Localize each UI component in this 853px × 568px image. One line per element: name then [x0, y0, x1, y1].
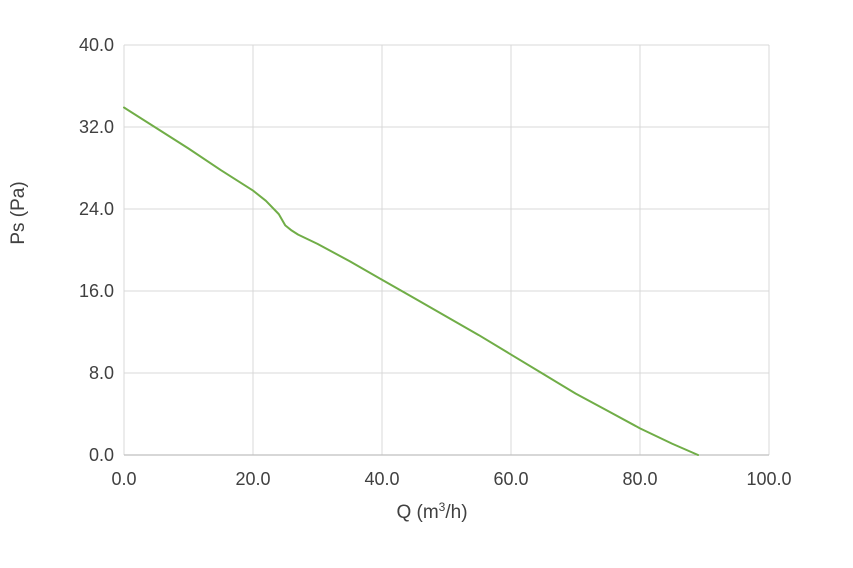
- x-axis-title-superscript: 3: [439, 500, 446, 514]
- x-tick-label: 20.0: [235, 469, 270, 489]
- y-tick-label: 24.0: [79, 199, 114, 219]
- y-tick-label: 0.0: [89, 445, 114, 465]
- x-tick-label: 0.0: [111, 469, 136, 489]
- x-tick-label: 40.0: [364, 469, 399, 489]
- x-axis-title-part-1: Q (m: [396, 502, 438, 523]
- x-tick-label: 100.0: [746, 469, 791, 489]
- x-tick-label: 60.0: [493, 469, 528, 489]
- x-axis-title-part-3: /h): [445, 502, 467, 523]
- x-axis-title: Q (m3/h): [396, 500, 467, 523]
- series-layer: [123, 106, 700, 456]
- grid: [123, 44, 770, 456]
- y-tick-label: 8.0: [89, 363, 114, 383]
- y-axis-title: Ps (Pa): [8, 181, 29, 244]
- y-tick-label: 40.0: [79, 35, 114, 55]
- series-line-0: [123, 106, 700, 456]
- y-tick-label: 16.0: [79, 281, 114, 301]
- tick-labels: 0.0 20.0 40.0 60.0 80.0 100.0 0.0 8.0 16.0 24.0 32…: [79, 35, 792, 489]
- y-tick-label: 32.0: [79, 117, 114, 137]
- x-tick-label: 80.0: [622, 469, 657, 489]
